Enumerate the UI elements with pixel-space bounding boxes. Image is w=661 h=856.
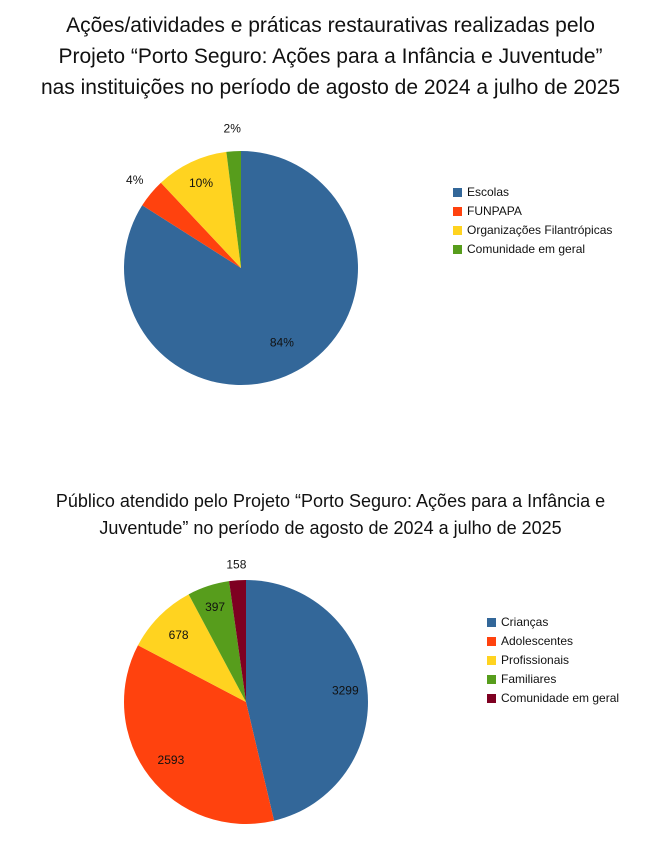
chart2-slice-0 xyxy=(246,580,368,821)
chart2-legend-item: Crianças xyxy=(487,613,619,632)
chart1-legend-item: Comunidade em geral xyxy=(453,240,612,259)
chart1-legend-label: Escolas xyxy=(467,185,510,199)
chart2-slice-label: 678 xyxy=(169,628,189,642)
chart1-legend-swatch xyxy=(453,188,462,197)
chart1-slice-0 xyxy=(123,151,358,385)
chart1-legend-label: Comunidade em geral xyxy=(467,242,586,256)
chart1-legend-item: Organizações Filantrópicas xyxy=(453,221,612,240)
chart1-legend-label: FUNPAPA xyxy=(467,204,522,218)
chart2-legend-label: Familiares xyxy=(501,672,557,686)
chart2-legend-swatch xyxy=(487,675,496,684)
chart1-legend-swatch xyxy=(453,226,462,235)
chart1-legend-item: Escolas xyxy=(453,183,612,202)
chart2-legend-swatch xyxy=(487,656,496,665)
chart2-legend-swatch xyxy=(487,618,496,627)
chart2-legend: Crianças Adolescentes Profissionais Familia… xyxy=(487,613,619,708)
chart1-pie: 84% 4% 10% 2% xyxy=(123,121,358,385)
chart1-slice-label: 10% xyxy=(189,176,213,190)
chart2-slice-label: 3299 xyxy=(332,683,359,697)
chart2-legend-label: Profissionais xyxy=(501,653,570,667)
chart1-slice-3 xyxy=(226,151,241,268)
chart1-legend-item: FUNPAPA xyxy=(453,202,612,221)
chart2-legend-item: Adolescentes xyxy=(487,632,619,651)
chart1-slice-label: 84% xyxy=(270,336,294,350)
chart1-slice-label: 4% xyxy=(126,173,144,187)
chart2-title-line: Público atendido pelo Projeto “Porto Seg… xyxy=(55,491,606,511)
chart2-slice-4 xyxy=(229,580,246,702)
chart2-legend-label: Adolescentes xyxy=(501,634,574,648)
chart1-title: Ações/atividades e práticas restaurativa… xyxy=(0,10,661,103)
chart1-slice-1 xyxy=(142,182,241,268)
chart1-title-line: Ações/atividades e práticas restaurativa… xyxy=(66,14,595,37)
chart1-title-line: nas instituições no período de agosto de… xyxy=(40,76,621,99)
chart1-legend-swatch xyxy=(453,207,462,216)
chart2-pie: 3299 2593 678 397 158 xyxy=(123,557,368,824)
chart2-legend-item: Comunidade em geral xyxy=(487,689,619,708)
chart1-legend-label: Organizações Filantrópicas xyxy=(467,223,613,237)
chart1-title-line: Projeto “Porto Seguro: Ações para a Infâ… xyxy=(58,45,603,68)
chart2-legend-label: Comunidade em geral xyxy=(501,691,620,705)
chart2-slice-2 xyxy=(137,594,246,702)
chart2-legend-item: Profissionais xyxy=(487,651,619,670)
chart1-slice-label: 2% xyxy=(224,121,242,135)
chart2-legend-item: Familiares xyxy=(487,670,619,689)
chart1-legend-swatch xyxy=(453,245,462,254)
chart2-slice-label: 397 xyxy=(205,600,225,614)
chart1-slice-2 xyxy=(160,151,241,268)
chart2-legend-swatch xyxy=(487,694,496,703)
chart2-title: Público atendido pelo Projeto “Porto Seg… xyxy=(0,488,661,542)
chart2-title-line: Juventude” no período de agosto de 2024 … xyxy=(99,518,562,538)
chart2-slice-3 xyxy=(188,581,246,702)
chart2-slice-label: 2593 xyxy=(158,753,185,767)
chart2-legend-swatch xyxy=(487,637,496,646)
chart2-legend-label: Crianças xyxy=(501,615,549,629)
chart2-slice-1 xyxy=(123,645,275,824)
chart1-legend: Escolas FUNPAPA Organizações Filantrópicas… xyxy=(453,183,612,259)
chart2-slice-label: 158 xyxy=(226,557,246,571)
